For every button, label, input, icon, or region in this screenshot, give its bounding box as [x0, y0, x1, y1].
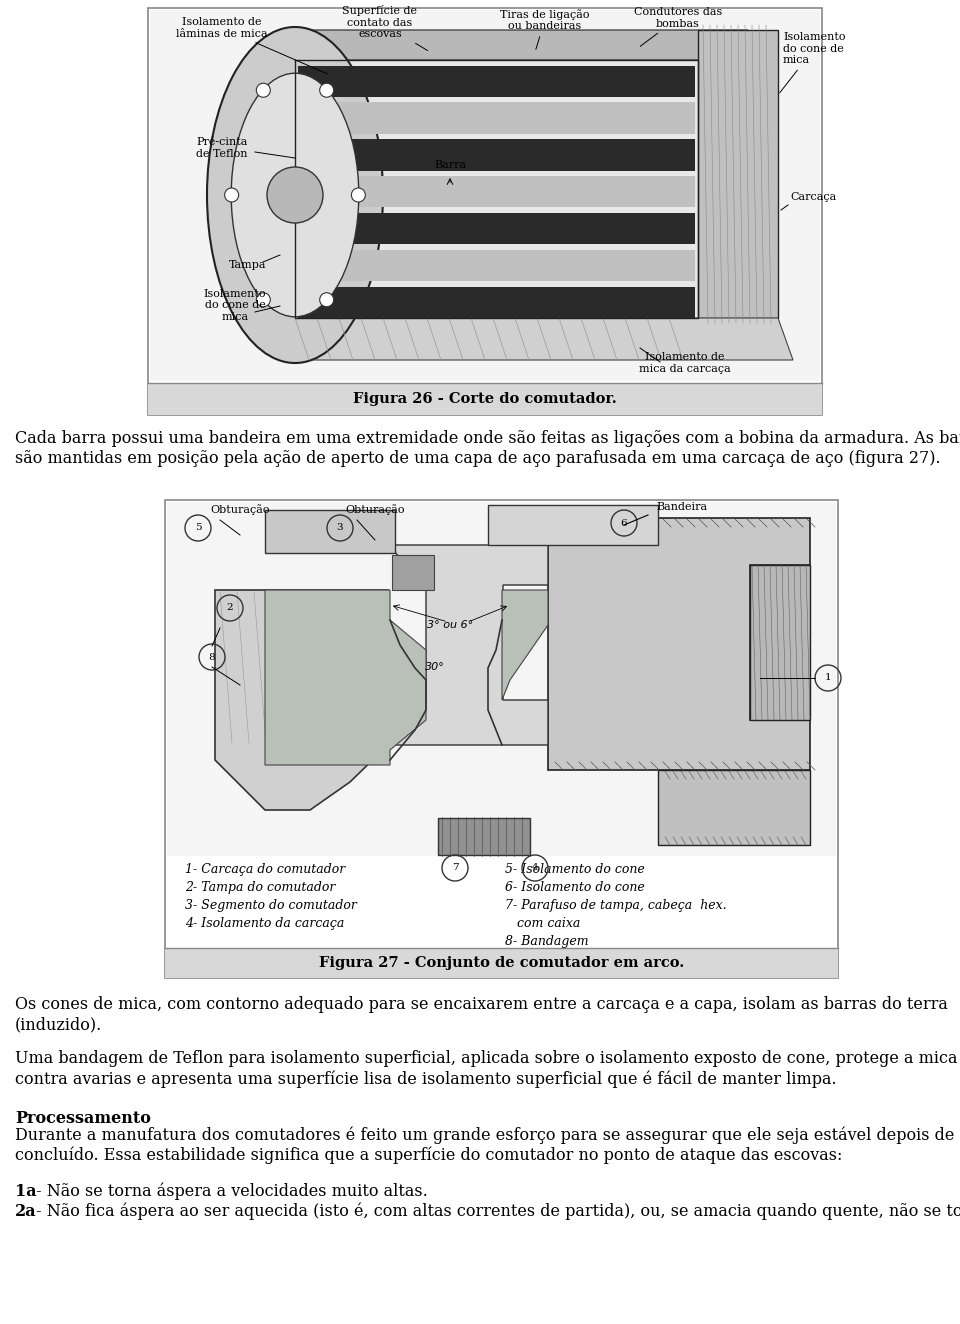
- Bar: [298, 213, 695, 245]
- Text: Processamento: Processamento: [15, 1110, 151, 1127]
- Text: Os cones de mica, com contorno adequado para se encaixarem entre a carcaça e a c: Os cones de mica, com contorno adequado …: [15, 996, 948, 1013]
- Text: Figura 27 - Conjunto de comutador em arco.: Figura 27 - Conjunto de comutador em arc…: [319, 956, 684, 970]
- Bar: [298, 176, 695, 208]
- Polygon shape: [488, 504, 658, 545]
- Polygon shape: [548, 518, 810, 771]
- Polygon shape: [215, 591, 388, 810]
- Text: (induzido).: (induzido).: [15, 1016, 103, 1033]
- Bar: [150, 11, 820, 381]
- Text: Isolamento de
lâminas de mica: Isolamento de lâminas de mica: [177, 17, 327, 74]
- Text: Isolamento
do cone de
mica: Isolamento do cone de mica: [780, 32, 846, 93]
- Polygon shape: [295, 30, 748, 60]
- Text: Durante a manufatura dos comutadores é feito um grande esforço para se assegurar: Durante a manufatura dos comutadores é f…: [15, 1127, 954, 1144]
- Polygon shape: [392, 555, 434, 591]
- Text: 30°: 30°: [425, 662, 444, 673]
- Text: contra avarias e apresenta uma superfície lisa de isolamento superficial que é f: contra avarias e apresenta uma superfíci…: [15, 1070, 836, 1087]
- Text: Pré-cinta
de Teflon: Pré-cinta de Teflon: [196, 138, 248, 159]
- Ellipse shape: [207, 26, 383, 363]
- Circle shape: [256, 293, 271, 307]
- Text: 3- Segmento do comutador: 3- Segmento do comutador: [185, 899, 357, 912]
- Polygon shape: [265, 591, 426, 765]
- Bar: [298, 287, 695, 318]
- Text: 2- Tampa do comutador: 2- Tampa do comutador: [185, 880, 335, 894]
- Text: 5: 5: [195, 523, 202, 532]
- Bar: [298, 139, 695, 171]
- Text: Tampa: Tampa: [229, 260, 267, 270]
- Bar: [165, 500, 838, 978]
- Text: Superfície de
contato das
escovas: Superfície de contato das escovas: [343, 5, 427, 50]
- Text: 7: 7: [452, 863, 458, 873]
- Polygon shape: [295, 60, 698, 318]
- Bar: [298, 250, 695, 281]
- Text: concluído. Essa estabilidade significa que a superfície do comutador no ponto de: concluído. Essa estabilidade significa q…: [15, 1147, 842, 1165]
- Text: 1- Carcaça do comutador: 1- Carcaça do comutador: [185, 863, 346, 876]
- Text: 1a: 1a: [15, 1184, 36, 1200]
- Bar: [148, 383, 822, 414]
- Circle shape: [351, 188, 366, 203]
- Text: Uma bandagem de Teflon para isolamento superficial, aplicada sobre o isolamento : Uma bandagem de Teflon para isolamento s…: [15, 1050, 957, 1067]
- Text: Carcaça: Carcaça: [790, 192, 836, 203]
- Ellipse shape: [231, 73, 359, 316]
- Text: 8: 8: [208, 653, 215, 662]
- Text: 3° ou 6°: 3° ou 6°: [427, 620, 473, 630]
- Circle shape: [320, 293, 334, 307]
- Text: Isolamento
do cone de
mica: Isolamento do cone de mica: [204, 289, 266, 322]
- Bar: [298, 65, 695, 97]
- Text: 6- Isolamento do cone: 6- Isolamento do cone: [505, 880, 645, 894]
- Polygon shape: [438, 818, 530, 855]
- Circle shape: [267, 167, 323, 222]
- Polygon shape: [750, 565, 810, 720]
- Text: 6: 6: [621, 519, 627, 527]
- Text: Figura 26 - Corte do comutador.: Figura 26 - Corte do comutador.: [353, 392, 617, 406]
- Text: 2: 2: [227, 604, 233, 613]
- Text: - Não fica áspera ao ser aquecida (isto é, com altas correntes de partida), ou, : - Não fica áspera ao ser aquecida (isto …: [31, 1204, 960, 1221]
- Bar: [165, 948, 838, 978]
- Text: 8- Bandagem: 8- Bandagem: [505, 935, 588, 948]
- Text: Isolamento de
mica da carcaça: Isolamento de mica da carcaça: [639, 352, 731, 373]
- Circle shape: [225, 188, 239, 203]
- Polygon shape: [658, 771, 810, 845]
- Text: - Não se torna áspera a velocidades muito altas.: - Não se torna áspera a velocidades muit…: [31, 1184, 428, 1201]
- Text: Bandeira: Bandeira: [657, 502, 708, 512]
- Bar: [298, 102, 695, 134]
- Text: 2a: 2a: [15, 1204, 36, 1219]
- Text: Tiras de ligação
ou bandeiras: Tiras de ligação ou bandeiras: [500, 9, 589, 49]
- Text: Condutores das
bombas: Condutores das bombas: [634, 7, 722, 46]
- Text: 4- Isolamento da carcaça: 4- Isolamento da carcaça: [185, 918, 345, 929]
- Polygon shape: [265, 510, 395, 553]
- Polygon shape: [388, 545, 548, 745]
- Bar: [148, 8, 822, 414]
- Text: Obturação: Obturação: [346, 504, 405, 515]
- Circle shape: [320, 83, 334, 97]
- Bar: [167, 502, 836, 857]
- Polygon shape: [290, 318, 793, 360]
- Text: 7- Parafuso de tampa, cabeça  hex.: 7- Parafuso de tampa, cabeça hex.: [505, 899, 727, 912]
- Polygon shape: [502, 591, 548, 700]
- Text: com caixa: com caixa: [505, 918, 581, 929]
- Text: são mantidas em posição pela ação de aperto de uma capa de aço parafusada em uma: são mantidas em posição pela ação de ape…: [15, 450, 941, 467]
- Text: Barra: Barra: [434, 160, 466, 169]
- Text: 5- Isolamento do cone: 5- Isolamento do cone: [505, 863, 645, 876]
- Text: 3: 3: [337, 523, 344, 532]
- Polygon shape: [698, 30, 778, 318]
- Text: Obturação: Obturação: [210, 504, 270, 515]
- Text: 1: 1: [825, 674, 831, 682]
- Circle shape: [256, 83, 271, 97]
- Text: Cada barra possui uma bandeira em uma extremidade onde são feitas as ligações co: Cada barra possui uma bandeira em uma ex…: [15, 430, 960, 448]
- Text: 4: 4: [532, 863, 539, 873]
